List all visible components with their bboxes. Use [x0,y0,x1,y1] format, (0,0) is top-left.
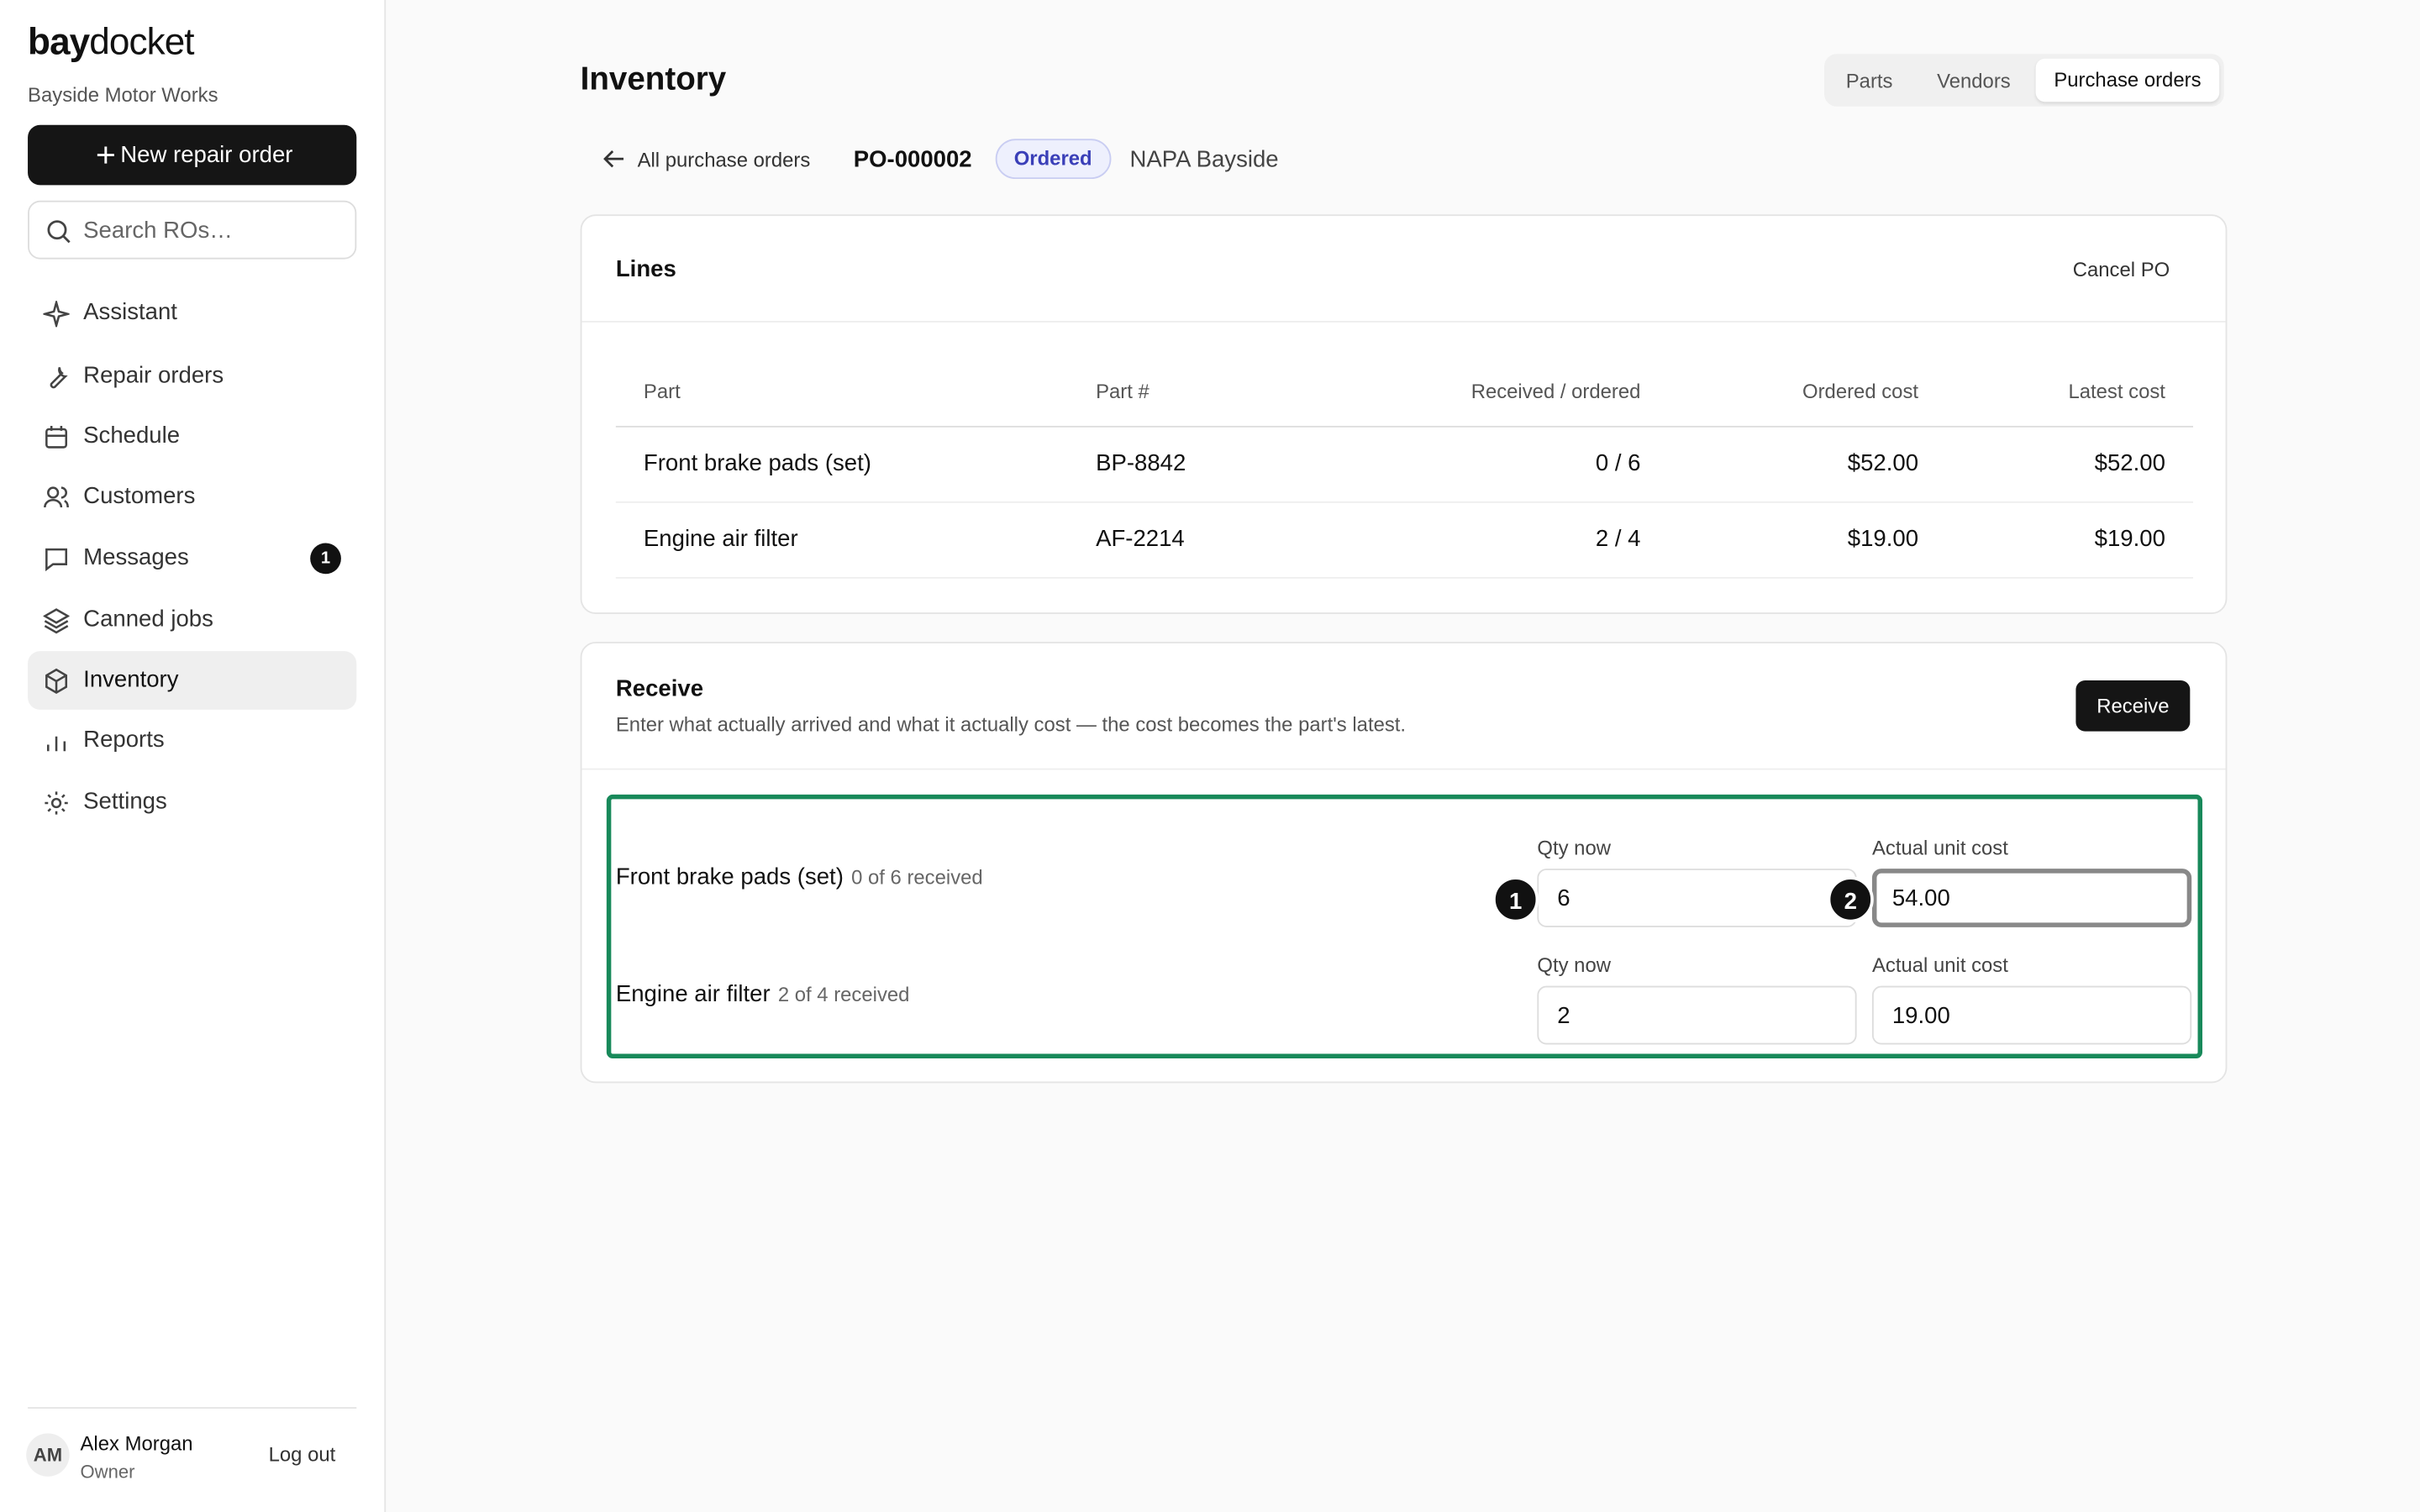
nav-label: Repair orders [83,362,224,389]
brand-rest: docket [89,21,194,64]
cell: BP-8842 [1096,450,1186,477]
nav-item[interactable]: Canned jobs [28,591,356,649]
cell: 2 / 4 [1595,526,1641,553]
nav-icon [43,608,70,634]
nav-label: Customers [83,482,196,510]
field-label: Actual unit cost [1871,836,2008,860]
status-badge: Ordered [995,139,1111,180]
avatar: AM [26,1433,70,1477]
divider [581,321,2226,323]
cell: AF-2214 [1096,526,1185,553]
brand: baydocket [28,21,195,65]
plus-icon [97,146,114,164]
highlight-box [606,794,2203,1059]
receive-card: Receive Enter what actually arrived and … [580,642,2228,1084]
qty-input[interactable]: 6 [1537,869,1857,927]
marker: 1 [1492,876,1539,923]
nav-label: Assistant [83,299,177,326]
page-title: Inventory [580,61,727,97]
nav-label: Inventory [83,666,179,693]
nav-label: Reports [83,727,165,753]
brand-bold: bay [28,21,90,64]
nav-item[interactable]: Repair orders [28,347,356,406]
cell: $19.00 [2094,526,2165,553]
nav-item[interactable]: Reports [28,711,356,770]
cost-input[interactable]: 54.00 [1871,869,2192,927]
cell: Engine air filter [643,526,798,553]
vendor: NAPA Bayside [1129,146,1279,173]
nav-label: Schedule [83,423,181,449]
nav-item[interactable]: Schedule [28,407,356,466]
nav-item[interactable]: Assistant [28,284,356,343]
shop-name: Bayside Motor Works [28,83,218,107]
nav-item[interactable]: Messages 1 [28,529,356,588]
column-header: Latest cost [2068,379,2165,403]
nav-icon [45,668,68,695]
nav-icon [43,301,70,328]
user-name: Alex Morgan [80,1431,193,1456]
nav-icon [45,426,68,449]
column-header: Ordered cost [1802,379,1919,403]
search-placeholder: Search ROs… [83,217,233,244]
cell: $52.00 [2094,450,2165,477]
nav-label: Canned jobs [83,606,213,633]
po-number: PO-000002 [853,146,972,173]
cell: Front brake pads (set) [643,450,871,477]
nav-icon [45,548,68,572]
nav-icon [47,736,66,752]
column-header: Part # [1096,379,1150,403]
item-name: Front brake pads (set) 0 of 6 received [615,864,983,890]
item-status: 2 of 4 received [777,983,910,1006]
nav-icon [45,791,68,815]
nav-icon [50,366,68,389]
logout[interactable]: Log out [268,1442,336,1466]
nav-label: Settings [83,788,167,815]
lines-card: Lines Cancel PO Part Part # Received / ord… [580,214,2228,615]
marker: 2 [1827,876,1874,923]
cell: $52.00 [1847,450,1919,477]
search-icon [47,220,71,244]
user-role: Owner [80,1461,135,1483]
nav-icon [44,486,69,508]
tab-active[interactable]: Purchase orders [2035,58,2220,102]
qty-input[interactable]: 2 [1537,985,1857,1045]
row-divider [615,501,2194,503]
nav-label: Messages [83,544,189,571]
divider [28,1407,357,1409]
cost-input[interactable]: 19.00 [1871,985,2192,1045]
cancel-po[interactable]: Cancel PO [2072,257,2170,281]
row-divider [615,576,2194,579]
description: Enter what actually arrived and what it … [615,712,1407,737]
divider [581,768,2226,770]
card-title: Lines [615,255,676,283]
item-status: 0 of 6 received [851,865,983,889]
field-label: Qty now [1537,836,1611,860]
button-label: New repair order [120,141,293,169]
field-label: Qty now [1537,953,1611,977]
column-header: Part [643,379,681,403]
row-divider [615,425,2194,428]
receive-button[interactable]: Receive [2075,680,2191,732]
search-box[interactable]: Search ROs… [28,200,357,260]
nav-item[interactable]: Inventory [28,651,357,710]
nav-item[interactable]: Customers [28,468,356,527]
card-title: Receive [615,675,704,702]
nav-item[interactable]: Settings [28,773,356,832]
cell: $19.00 [1847,526,1919,553]
new-repair-order-button[interactable]: New repair order [28,124,357,186]
sidebar: baydocket Bayside Motor Works New repair… [0,0,387,1512]
tab[interactable]: Parts [1845,69,1893,93]
cell: 0 / 6 [1595,450,1641,477]
back-link[interactable]: All purchase orders [637,148,811,171]
column-header: Received / ordered [1470,379,1641,403]
back-arrow[interactable] [603,148,625,170]
tabs: Parts Vendors Purchase orders [1824,54,2224,107]
tab[interactable]: Vendors [1937,69,2011,93]
item-name: Engine air filter 2 of 4 received [615,981,910,1008]
field-label: Actual unit cost [1871,953,2008,977]
nav-badge: 1 [310,543,341,575]
